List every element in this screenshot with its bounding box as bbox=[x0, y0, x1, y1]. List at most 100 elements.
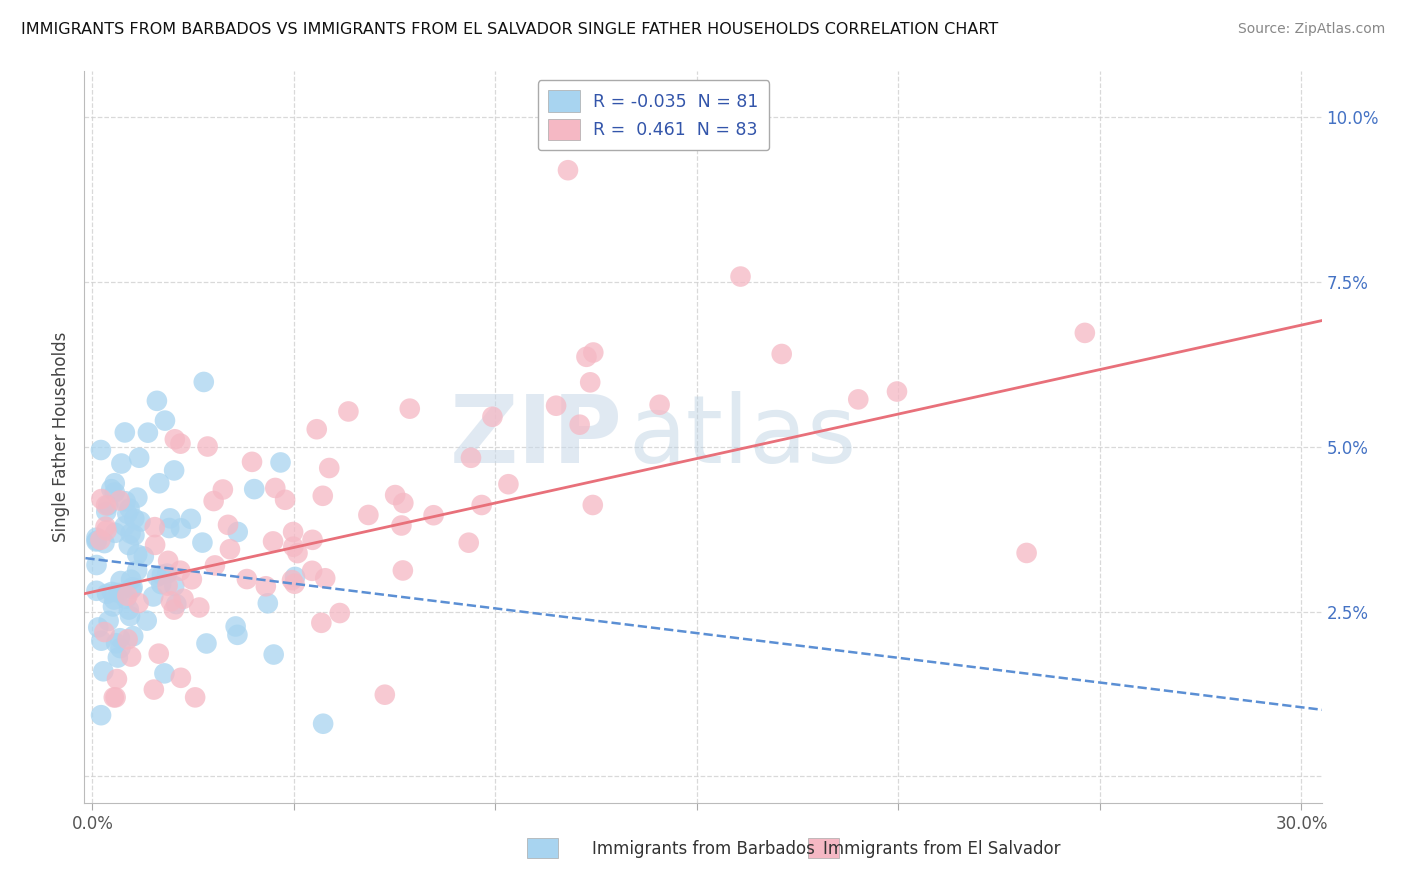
Point bbox=[117, 507, 139, 521]
Point bbox=[225, 619, 247, 633]
Point bbox=[103, 592, 125, 607]
Point bbox=[301, 564, 323, 578]
Point bbox=[240, 455, 263, 469]
Point bbox=[100, 482, 122, 496]
Point bbox=[212, 483, 235, 497]
Point bbox=[135, 614, 157, 628]
Point bbox=[157, 521, 180, 535]
Point bbox=[582, 498, 605, 512]
Point bbox=[281, 573, 304, 587]
Point bbox=[217, 517, 239, 532]
Point bbox=[1074, 326, 1097, 340]
Point bbox=[117, 589, 139, 603]
Text: Source: ZipAtlas.com: Source: ZipAtlas.com bbox=[1237, 22, 1385, 37]
Point bbox=[90, 708, 112, 723]
Point bbox=[264, 481, 287, 495]
Point bbox=[127, 548, 149, 562]
Point bbox=[886, 384, 908, 399]
Point bbox=[121, 580, 143, 594]
Text: atlas: atlas bbox=[628, 391, 858, 483]
Point bbox=[305, 422, 328, 436]
Point bbox=[110, 641, 132, 656]
Point bbox=[256, 596, 278, 610]
Point bbox=[169, 436, 191, 450]
Text: Immigrants from Barbados: Immigrants from Barbados bbox=[592, 840, 814, 858]
Point bbox=[160, 594, 183, 608]
Point bbox=[318, 461, 340, 475]
Point bbox=[243, 482, 266, 496]
Point bbox=[173, 591, 195, 606]
Point bbox=[471, 498, 494, 512]
Point bbox=[274, 492, 297, 507]
Point bbox=[281, 524, 304, 539]
Text: Immigrants from El Salvador: Immigrants from El Salvador bbox=[824, 840, 1060, 858]
Point bbox=[283, 540, 305, 554]
Point bbox=[97, 498, 120, 512]
Point bbox=[146, 393, 169, 408]
Point bbox=[150, 577, 173, 591]
Point bbox=[270, 455, 292, 469]
Point bbox=[127, 564, 149, 578]
Point bbox=[163, 579, 186, 593]
Point bbox=[86, 533, 108, 548]
Point bbox=[104, 476, 127, 491]
Point bbox=[202, 494, 225, 508]
Point bbox=[108, 632, 131, 646]
Point bbox=[568, 417, 591, 432]
Point bbox=[114, 425, 136, 440]
Point bbox=[457, 535, 479, 549]
Point bbox=[193, 375, 215, 389]
Point bbox=[170, 521, 193, 535]
Point bbox=[120, 526, 142, 541]
Point bbox=[107, 586, 129, 600]
Point bbox=[87, 620, 110, 634]
Point bbox=[312, 716, 335, 731]
Point bbox=[108, 493, 131, 508]
Point bbox=[114, 519, 136, 533]
Point bbox=[460, 450, 482, 465]
Point bbox=[374, 688, 396, 702]
Point bbox=[180, 572, 202, 586]
Point bbox=[195, 636, 218, 650]
Point bbox=[498, 477, 520, 491]
Point bbox=[93, 625, 115, 640]
Point bbox=[204, 558, 226, 573]
Point bbox=[191, 535, 214, 549]
Point bbox=[648, 398, 671, 412]
Point bbox=[104, 690, 127, 705]
Point bbox=[142, 682, 165, 697]
Point bbox=[384, 488, 406, 502]
Point bbox=[163, 432, 186, 446]
Point bbox=[357, 508, 380, 522]
Point bbox=[89, 533, 111, 547]
Point bbox=[165, 597, 187, 611]
Point bbox=[121, 582, 143, 596]
Point bbox=[122, 629, 145, 643]
Point bbox=[262, 534, 284, 549]
Point bbox=[103, 690, 125, 705]
Legend: R = -0.035  N = 81, R =  0.461  N = 83: R = -0.035 N = 81, R = 0.461 N = 83 bbox=[538, 80, 769, 150]
Point bbox=[96, 505, 118, 519]
Point bbox=[188, 600, 211, 615]
Point bbox=[575, 350, 598, 364]
Point bbox=[118, 602, 141, 616]
Point bbox=[105, 672, 128, 686]
Point bbox=[120, 649, 142, 664]
Point bbox=[254, 579, 277, 593]
Point bbox=[329, 606, 352, 620]
Point bbox=[94, 499, 117, 513]
Point bbox=[94, 519, 117, 533]
Point bbox=[263, 648, 285, 662]
Point bbox=[90, 491, 112, 506]
Point bbox=[314, 571, 336, 585]
Point bbox=[118, 609, 141, 624]
Point bbox=[128, 596, 150, 610]
Point bbox=[392, 564, 415, 578]
Point bbox=[143, 520, 166, 534]
Point bbox=[110, 574, 132, 588]
Point bbox=[117, 632, 139, 647]
Point bbox=[312, 489, 335, 503]
Text: IMMIGRANTS FROM BARBADOS VS IMMIGRANTS FROM EL SALVADOR SINGLE FATHER HOUSEHOLDS: IMMIGRANTS FROM BARBADOS VS IMMIGRANTS F… bbox=[21, 22, 998, 37]
Point bbox=[157, 554, 180, 568]
Point bbox=[129, 515, 152, 529]
